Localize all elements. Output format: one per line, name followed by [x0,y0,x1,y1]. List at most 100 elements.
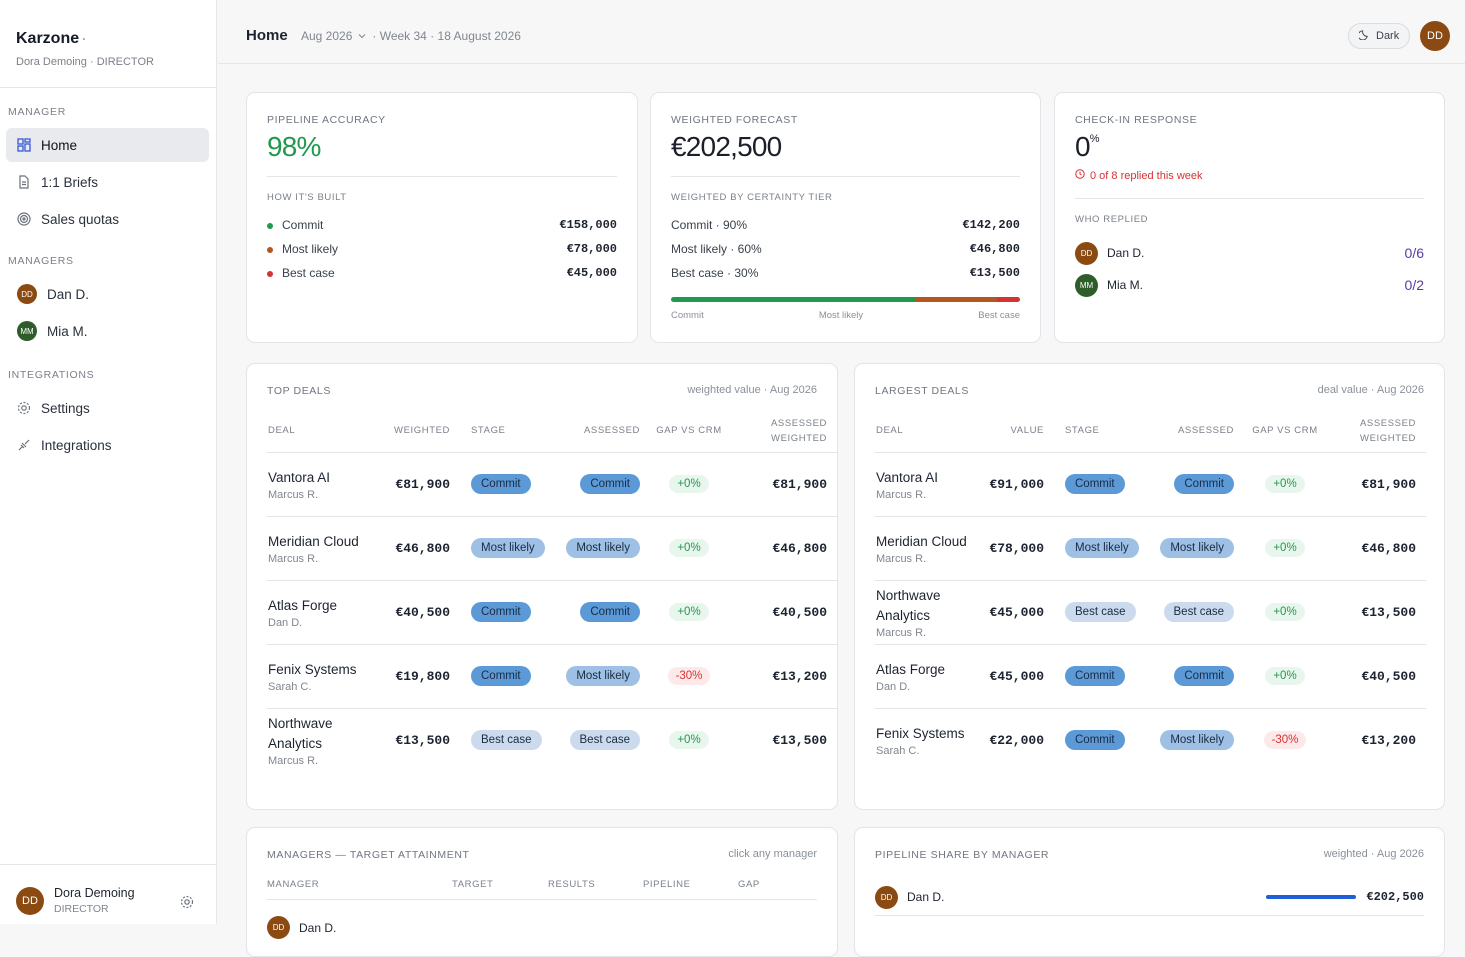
column-header: ASSESSED [1145,410,1235,453]
stage-cell: Commit [1045,708,1145,772]
reply-row: DD Dan D. 0/6 [1075,241,1424,265]
assessed-weighted-cell: €13,500 [737,708,837,772]
nav-item[interactable]: 1:1 Briefs [6,165,209,199]
stage-badge: Commit [1065,730,1125,751]
tier-label: Best case · 30% [671,266,759,280]
column-header: RESULTS [548,879,596,890]
section-title: HOW IT'S BUILT [267,192,347,203]
deal-row[interactable]: Vantora AI Marcus R. €91,000 Commit Commit +0… [875,452,1426,517]
amount-cell: €22,000 [985,708,1045,772]
stage-cell: Commit [1045,644,1145,709]
deal-name: Fenix Systems [268,661,357,677]
table-body: Vantora AI Marcus R. €91,000 Commit Commit +0… [875,452,1426,772]
gap-cell: +0% [641,580,737,645]
column-label: STAGE [471,425,506,437]
nav-item[interactable]: Home [6,128,209,162]
context: · Week 34 · 18 August 2026 [372,29,521,43]
amount: €45,000 [989,605,1044,620]
column-label: STAGE [1065,425,1100,437]
column-label: ASSESSED [583,425,640,437]
assessed-weighted-cell: €81,900 [737,452,837,517]
assessed-cell: Commit [553,452,641,517]
deal-name: Vantora AI [876,469,939,485]
deal-row[interactable]: Vantora AI Marcus R. €81,900 Commit Commit +0… [267,452,837,517]
gap-cell: -30% [641,644,737,709]
card-title: WEIGHTED FORECAST [671,114,798,126]
divider [267,176,617,177]
deal-cell: Northwave Analytics Marcus R. [875,580,985,645]
share-track [1266,895,1357,899]
deal-row[interactable]: Meridian Cloud Marcus R. €46,800 Most likel… [267,516,837,581]
deal-cell: Atlas Forge Dan D. [267,580,379,645]
theme-toggle[interactable]: Dark [1348,23,1411,49]
manager-name: Dan D. [907,890,945,904]
assessed-weighted-cell: €46,800 [1335,516,1426,581]
nav-item[interactable]: Integrations [6,428,209,462]
nav-item[interactable]: Settings [6,391,209,425]
deal-owner: Sarah C. [268,680,312,693]
deal-owner: Marcus R. [268,488,319,501]
deal-owner: Dan D. [876,680,911,693]
manager-row[interactable]: DD Dan D. [267,916,336,939]
amount: €46,800 [772,541,827,556]
period: Aug 2026 [301,29,353,43]
manager: DD Dan D. [1075,241,1144,265]
divider [0,87,216,88]
section-title: WEIGHTED BY CERTAINTY TIER [671,192,833,203]
nav-item[interactable]: Sales quotas [6,202,209,236]
avatar[interactable]: DD [1420,21,1450,51]
deal-row[interactable]: Fenix Systems Sarah C. €19,800 Commit Most l… [267,644,837,709]
column-header: ASSESSED WEIGHTED [1335,410,1426,453]
deal-row[interactable]: Fenix Systems Sarah C. €22,000 Commit Most l… [875,708,1426,772]
column-header: DEAL [267,410,379,453]
tier-label: Best case [282,266,335,280]
deal-row[interactable]: Northwave Analytics Marcus R. €13,500 Best … [267,708,837,772]
deal-row[interactable]: Northwave Analytics Marcus R. €45,000 Best … [875,580,1426,645]
assessed-weighted-cell: €81,900 [1335,452,1426,517]
amount-cell: €46,800 [379,516,451,581]
assessed-cell: Commit [1145,644,1235,709]
avatar: MM [17,321,37,341]
breakdown-row: Commit €158,000 [267,216,617,234]
sidebar: Karzone · Dora Demoing · DIRECTOR MANAGER Ho… [0,0,217,924]
column-header: STAGE [451,410,553,453]
stage-badge: Best case [1065,602,1136,622]
stage-cell: Most likely [451,516,553,581]
alert-text: 0 of 8 replied this week [1090,169,1203,182]
forecast-segment [916,297,997,302]
amount: €40,500 [772,605,827,620]
stage-badge: Commit [471,602,531,622]
section-title: MANAGERS [8,255,74,267]
moon-icon [1357,29,1370,43]
bar-label: Best case [978,310,1020,321]
tier-dot [267,247,273,253]
settings-button[interactable] [180,895,194,914]
share: €202,500 [1266,890,1424,904]
gap-cell: +0% [1235,516,1335,581]
gap-badge: +0% [1265,475,1305,493]
deal-row[interactable]: Atlas Forge Dan D. €40,500 Commit Commit +0% €… [267,580,837,645]
deal-row[interactable]: Atlas Forge Dan D. €45,000 Commit Commit +0% €… [875,644,1426,709]
period-select[interactable]: Aug 2026 · Week 34 · 18 August 2026 [301,29,521,43]
deal-cell: Fenix Systems Sarah C. [267,644,379,709]
nav-label: Mia M. [47,323,88,339]
metric: 0% [1075,131,1100,163]
stage-badge: Most likely [1065,538,1139,558]
amount: €45,000 [989,669,1044,684]
nav-item[interactable]: MM Mia M. [6,314,209,348]
brand-name: Karzone [16,30,80,47]
bar-label: Most likely [818,310,864,321]
user-line: Dora Demoing · DIRECTOR [16,56,154,68]
assessed-weighted-cell: €46,800 [737,516,837,581]
assessed-cell: Most likely [553,516,641,581]
avatar: DD [267,916,290,939]
amount: €13,200 [1361,733,1416,749]
deal-row[interactable]: Meridian Cloud Marcus R. €78,000 Most likel… [875,516,1426,581]
card-title: TOP DEALS [267,385,331,397]
assessed-badge: Most likely [566,666,640,686]
nav-item[interactable]: DD Dan D. [6,277,209,311]
alert: 0 of 8 replied this week [1075,169,1203,182]
card-title: LARGEST DEALS [875,385,969,397]
manager-name: Dan D. [299,920,337,935]
